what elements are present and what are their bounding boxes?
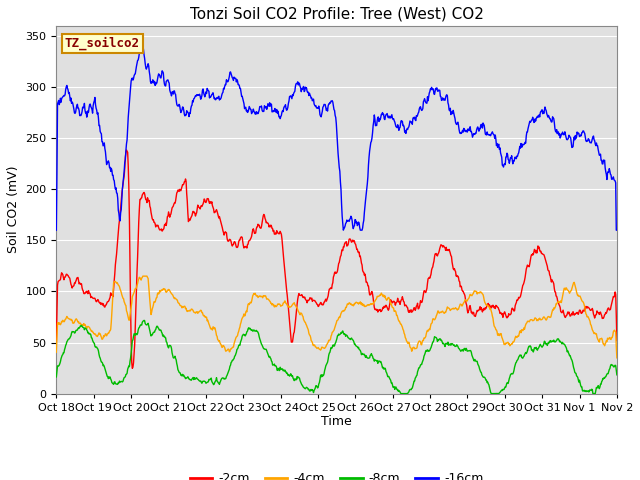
Text: TZ_soilco2: TZ_soilco2 — [65, 37, 140, 50]
Title: Tonzi Soil CO2 Profile: Tree (West) CO2: Tonzi Soil CO2 Profile: Tree (West) CO2 — [189, 7, 484, 22]
Legend: -2cm, -4cm, -8cm, -16cm: -2cm, -4cm, -8cm, -16cm — [184, 468, 488, 480]
Y-axis label: Soil CO2 (mV): Soil CO2 (mV) — [7, 166, 20, 253]
X-axis label: Time: Time — [321, 415, 352, 429]
